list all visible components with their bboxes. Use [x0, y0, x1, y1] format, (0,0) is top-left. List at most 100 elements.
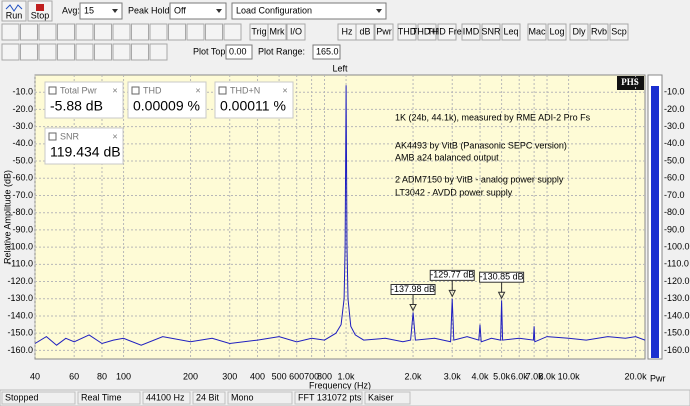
x-tick-label: 300: [222, 371, 237, 381]
tool-button[interactable]: [374, 23, 394, 41]
tool-button-label: Trig: [251, 26, 266, 36]
y2-tick-label: -10.0: [664, 87, 685, 97]
x-tick-label: 7.0k: [526, 371, 544, 381]
y2-tick-label: -110.0: [664, 259, 689, 269]
y2-tick-label: -40.0: [664, 138, 685, 148]
y-tick-label: -40.0: [12, 138, 33, 148]
status-text: Mono: [231, 392, 254, 402]
tool-button[interactable]: [527, 23, 547, 41]
peak-hold-select[interactable]: [169, 2, 227, 20]
status-text: FFT 131072 pts: [298, 392, 362, 402]
icon-button[interactable]: [186, 23, 205, 41]
icon-button[interactable]: [168, 23, 186, 41]
dropdown-arrow: [112, 9, 118, 13]
icon-button[interactable]: [149, 23, 168, 41]
tool-button[interactable]: [547, 23, 567, 41]
y2-tick-label: -160.0: [664, 345, 690, 355]
y-tick-label: -50.0: [12, 155, 33, 165]
tool-button[interactable]: [417, 23, 437, 41]
config-value: Load Configuration: [236, 5, 312, 15]
tool-button[interactable]: [267, 23, 287, 41]
icon-button[interactable]: [149, 43, 168, 61]
readout-icon: [48, 132, 57, 141]
readout-value: 0.00009 %: [133, 98, 200, 114]
tool-button[interactable]: [569, 23, 589, 41]
readout-close: ×: [282, 85, 287, 95]
status-cell: [227, 391, 293, 405]
icon-button[interactable]: [223, 23, 242, 41]
y-tick-label: -140.0: [7, 310, 33, 320]
chart-title: Left: [332, 63, 348, 73]
tool-button[interactable]: [355, 23, 375, 41]
icon-button[interactable]: [94, 23, 112, 41]
y2-tick-label: -100.0: [664, 241, 690, 251]
status-bar: [0, 389, 690, 406]
status-cell: [77, 391, 141, 405]
y2-tick-label: -140.0: [664, 310, 690, 320]
tool-button-label: Mrk: [270, 26, 285, 36]
tool-button[interactable]: [437, 23, 457, 41]
icon-button[interactable]: [1, 23, 20, 41]
avg-value: 15: [84, 5, 94, 15]
tool-button[interactable]: [286, 23, 306, 41]
status-cell: [1, 391, 76, 405]
config-select[interactable]: [231, 2, 387, 20]
tool-button[interactable]: [461, 23, 481, 41]
icon-button[interactable]: [20, 23, 38, 41]
y-tick-label: -90.0: [12, 224, 33, 234]
annotation: 1K (24b, 44.1k), measured by RME ADI-2 P…: [395, 112, 591, 122]
icon-button[interactable]: [57, 43, 75, 61]
x-tick-label: 3.0k: [444, 371, 462, 381]
icon-button[interactable]: [75, 43, 94, 61]
readout-value: 0.00011 %: [220, 98, 286, 114]
icon-button[interactable]: [94, 43, 112, 61]
tool-button[interactable]: [481, 23, 501, 41]
plot-range-input[interactable]: [312, 44, 341, 60]
avg-select[interactable]: [79, 2, 123, 20]
tool-button-label: SNR: [481, 26, 501, 36]
tool-button-label: Pwr: [376, 26, 392, 36]
x-tick-label: 600: [289, 371, 304, 381]
x-tick-label: 800: [317, 371, 332, 381]
y2-tick-label: -120.0: [664, 276, 690, 286]
x-tick-label: 100: [116, 371, 131, 381]
tool-button[interactable]: [609, 23, 629, 41]
x-tick-label: 10.0k: [558, 371, 581, 381]
tool-button-label: Hz: [342, 26, 353, 36]
logo-box: [617, 76, 644, 90]
icon-button[interactable]: [112, 23, 131, 41]
readout-value: 119.434 dB: [50, 144, 121, 160]
icon-button[interactable]: [38, 43, 57, 61]
icon-button[interactable]: [131, 23, 149, 41]
icon-button[interactable]: [38, 23, 57, 41]
status-cell: [142, 391, 191, 405]
level-meter-bar: [651, 86, 659, 358]
icon-button[interactable]: [20, 43, 38, 61]
icon-button[interactable]: [1, 43, 20, 61]
status-text: Kaiser: [368, 392, 394, 402]
tool-button[interactable]: [397, 23, 417, 41]
stop-icon: [36, 4, 44, 11]
y-tick-label: -120.0: [7, 276, 33, 286]
annotation: LT3042 - AVDD power supply: [395, 187, 513, 197]
marker-label-box: [479, 271, 525, 283]
icon-button[interactable]: [57, 23, 75, 41]
dropdown-arrow: [376, 9, 382, 13]
icon-button[interactable]: [205, 23, 223, 41]
y2-tick-label: -70.0: [664, 190, 685, 200]
y-tick-label: -70.0: [12, 190, 33, 200]
tool-button[interactable]: [501, 23, 521, 41]
icon-button[interactable]: [131, 43, 149, 61]
y-tick-label: -20.0: [12, 104, 33, 114]
peak-hold-label: Peak Hold:: [128, 5, 172, 15]
icon-button[interactable]: [75, 23, 94, 41]
readout-box: [214, 81, 294, 119]
x-tick-label: 80: [97, 371, 107, 381]
icon-button[interactable]: [112, 43, 131, 61]
plot-top-input[interactable]: [225, 44, 253, 60]
x-tick-label: 8.0k: [539, 371, 557, 381]
run-label: Run: [6, 10, 23, 20]
x-tick-label: 1.0k: [338, 371, 356, 381]
tool-button[interactable]: [589, 23, 609, 41]
